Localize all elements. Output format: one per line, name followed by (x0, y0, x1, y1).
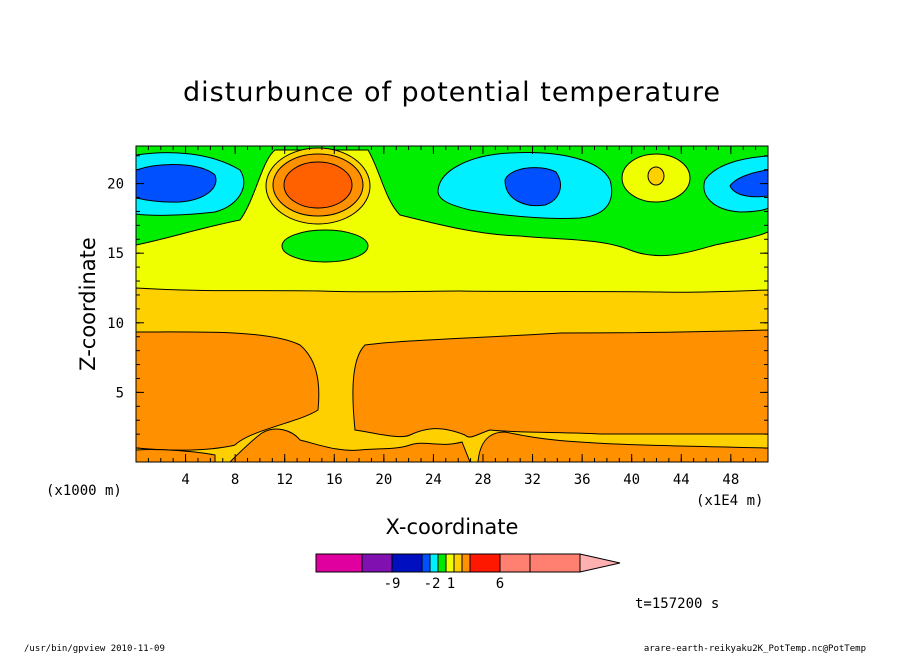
colorbar-cell (445, 553, 455, 573)
x-tick-label: 40 (623, 472, 640, 488)
y-axis-label: Z-coordinate (76, 237, 100, 371)
region-blue-left (136, 164, 217, 203)
colorbar-tick-label: -2 (424, 576, 441, 592)
x-tick-label: 20 (375, 472, 392, 488)
colorbar-cell (421, 553, 431, 573)
colorbar-cell (391, 553, 423, 573)
colorbar-cell (453, 553, 463, 573)
colorbar-cell (529, 553, 581, 573)
y-tick-label: 10 (107, 316, 124, 332)
colorbar-cell (315, 553, 363, 573)
x-tick-label: 36 (574, 472, 591, 488)
region-orange-bottom (136, 428, 768, 462)
time-label: t=157200 s (635, 596, 719, 612)
colorbar-tick-label: 1 (447, 576, 455, 592)
x-axis-label: X-coordinate (386, 515, 519, 539)
x-unit-label: (x1E4 m) (696, 493, 763, 509)
x-tick-label: 24 (425, 472, 442, 488)
colorbar-cell (469, 553, 501, 573)
y-tick-label: 5 (116, 385, 124, 401)
plot-frame (135, 145, 769, 463)
x-tick-label: 28 (475, 472, 492, 488)
x-tick-label: 44 (673, 472, 690, 488)
y-tick-label: 15 (107, 246, 124, 262)
y-tick-label: 20 (107, 177, 124, 193)
footer-right: arare-earth-reikyaku2K_PotTemp.nc@PotTem… (644, 644, 866, 654)
region-orange (136, 331, 320, 451)
region-orange-dot (647, 166, 665, 186)
x-tick-label: 8 (231, 472, 239, 488)
colorbar-cell (461, 553, 471, 573)
colorbar-tick-label: -9 (384, 576, 401, 592)
colorbar-tick-label: 6 (496, 576, 504, 592)
colorbar-cell (361, 553, 393, 573)
region-blue-mid (504, 167, 561, 207)
chart-title: disturbunce of potential temperature (183, 77, 721, 108)
colorbar-cell (429, 553, 439, 573)
x-tick-label: 12 (276, 472, 293, 488)
x-tick-label: 48 (722, 472, 739, 488)
x-tick-label: 16 (326, 472, 343, 488)
region-orange-right (352, 329, 768, 438)
y-unit-label: (x1000 m) (46, 483, 122, 499)
region-green-blob (281, 229, 369, 263)
colorbar-cell (499, 553, 531, 573)
region-blue-right (729, 169, 768, 198)
x-tick-label: 4 (181, 472, 189, 488)
colorbar: -9 -2 1 6 (315, 553, 621, 592)
colorbar-cell (437, 553, 447, 573)
region-warm-inner (283, 161, 353, 209)
footer-left: /usr/bin/gpview 2010-11-09 (24, 644, 165, 654)
contour-fills (136, 146, 768, 462)
x-tick-label: 32 (524, 472, 541, 488)
